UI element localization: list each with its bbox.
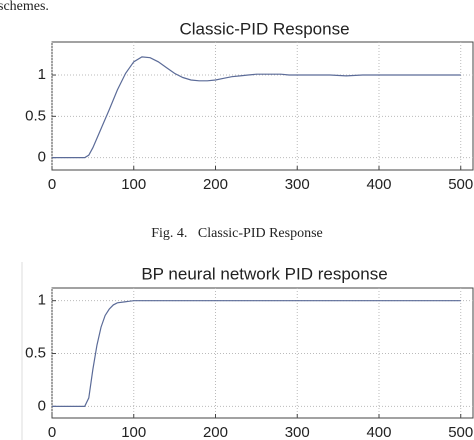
y-tick-label: 1 [38,292,46,309]
y-tick-label: 0 [38,397,46,414]
x-tick-label: 0 [48,176,56,193]
x-tick-label: 400 [366,176,391,193]
plot-area [51,41,474,171]
x-tick-label: 200 [203,176,228,193]
data-line [52,56,461,159]
body-text: schemes. [0,0,49,14]
x-tick-label: 300 [285,176,310,193]
data-line [52,300,461,407]
figure-caption: Fig. 4. Classic-PID Response [151,226,323,241]
x-tick-label: 100 [121,176,146,193]
x-tick-label: 100 [121,424,146,440]
x-tick-label: 200 [203,424,228,440]
chart-title: BP neural network PID response [141,264,387,283]
y-tick-label: 1 [38,66,46,83]
y-tick-label: 0.5 [25,344,46,361]
y-tick-label: 0.5 [25,107,46,124]
x-tick-label: 500 [448,176,473,193]
chart-title: Classic-PID Response [179,19,349,38]
x-tick-label: 500 [448,424,473,440]
x-tick-label: 400 [366,424,391,440]
x-tick-label: 300 [285,424,310,440]
y-tick-label: 0 [38,149,46,166]
x-tick-label: 0 [48,424,56,440]
plot-area [51,287,474,419]
